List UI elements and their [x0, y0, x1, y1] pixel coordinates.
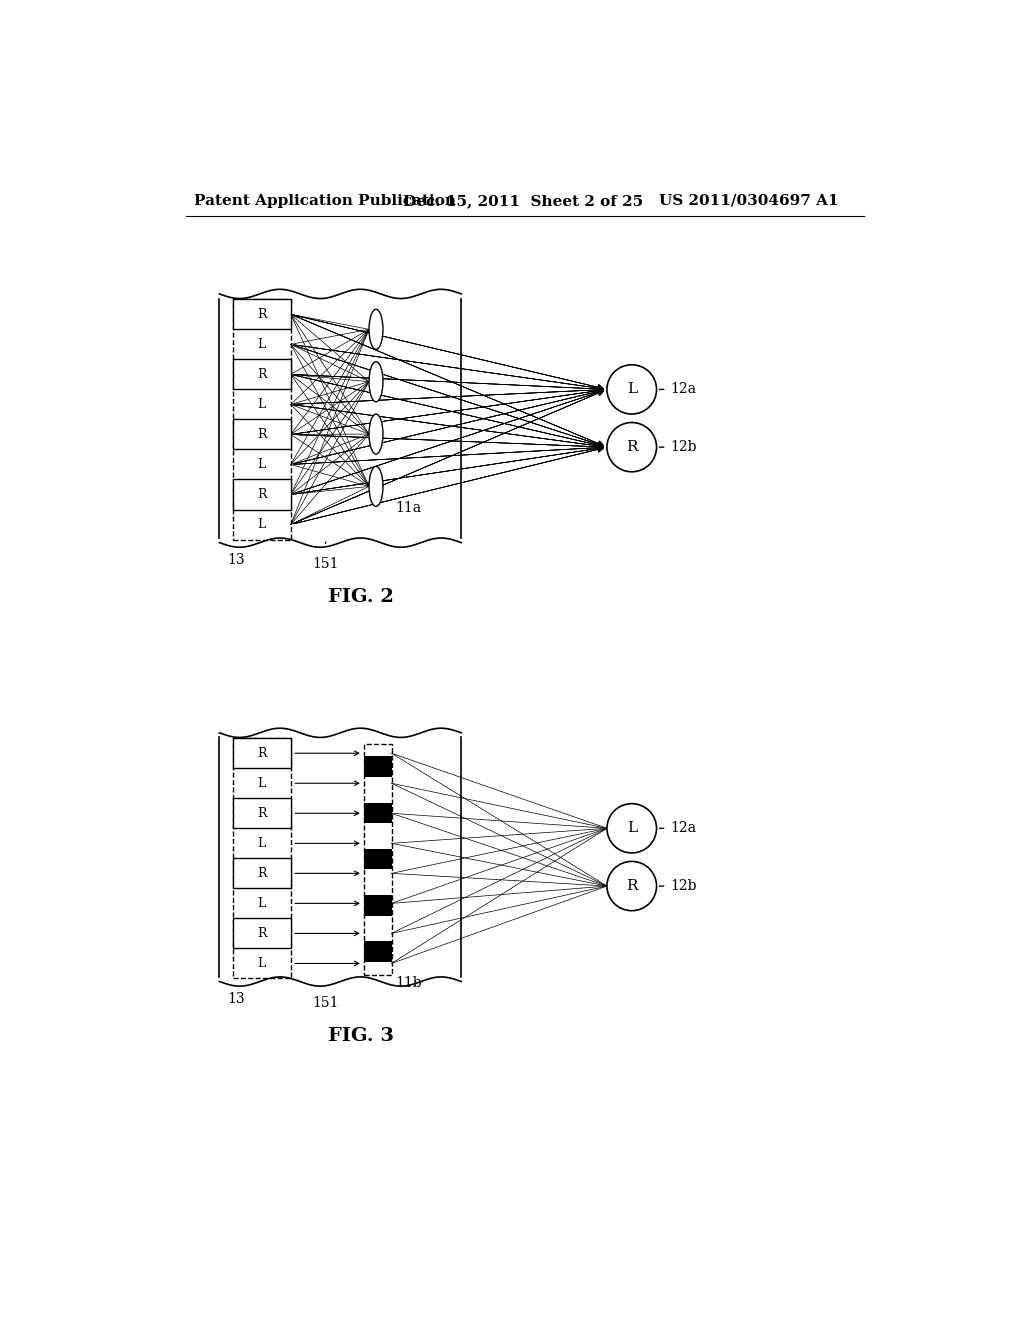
Text: 11b: 11b — [395, 977, 422, 990]
Text: R: R — [257, 747, 266, 760]
Text: R: R — [257, 927, 266, 940]
Text: L: L — [627, 821, 637, 836]
Bar — [365, 895, 391, 916]
Bar — [365, 941, 391, 962]
Text: R: R — [626, 440, 638, 454]
Text: Patent Application Publication: Patent Application Publication — [194, 194, 456, 207]
Text: L: L — [258, 957, 266, 970]
Text: R: R — [626, 879, 638, 894]
Bar — [232, 300, 291, 540]
Bar — [232, 479, 291, 510]
Text: R: R — [257, 308, 266, 321]
Bar — [232, 300, 291, 330]
Bar — [365, 849, 391, 870]
Bar — [365, 743, 391, 974]
Text: R: R — [257, 368, 266, 381]
Ellipse shape — [369, 362, 383, 401]
Text: L: L — [627, 383, 637, 396]
Bar — [232, 359, 291, 389]
Bar — [232, 738, 291, 978]
Ellipse shape — [369, 309, 383, 350]
Text: 13: 13 — [227, 553, 246, 566]
Text: FIG. 3: FIG. 3 — [328, 1027, 393, 1045]
Text: 11a: 11a — [395, 502, 422, 515]
Ellipse shape — [607, 804, 656, 853]
Text: US 2011/0304697 A1: US 2011/0304697 A1 — [658, 194, 839, 207]
Text: R: R — [257, 807, 266, 820]
Ellipse shape — [369, 414, 383, 454]
Ellipse shape — [607, 862, 656, 911]
Text: L: L — [258, 896, 266, 909]
Bar — [232, 858, 291, 888]
Text: 12b: 12b — [671, 440, 697, 454]
Text: L: L — [258, 338, 266, 351]
Text: FIG. 2: FIG. 2 — [328, 589, 393, 606]
Bar — [232, 420, 291, 449]
Text: 12a: 12a — [671, 383, 696, 396]
Text: 13: 13 — [227, 991, 246, 1006]
Text: L: L — [258, 397, 266, 411]
Text: R: R — [257, 488, 266, 502]
Ellipse shape — [369, 466, 383, 507]
Text: L: L — [258, 458, 266, 471]
Text: 151: 151 — [312, 557, 339, 572]
Text: L: L — [258, 517, 266, 531]
Ellipse shape — [607, 422, 656, 471]
Text: R: R — [257, 428, 266, 441]
Text: 12a: 12a — [671, 821, 696, 836]
Text: 12b: 12b — [671, 879, 697, 894]
Bar — [232, 919, 291, 949]
Text: L: L — [258, 776, 266, 789]
Text: Dec. 15, 2011  Sheet 2 of 25: Dec. 15, 2011 Sheet 2 of 25 — [403, 194, 643, 207]
Bar — [232, 799, 291, 829]
Text: L: L — [258, 837, 266, 850]
Text: 151: 151 — [312, 997, 339, 1010]
Bar — [365, 803, 391, 824]
Bar — [232, 738, 291, 768]
Bar — [365, 756, 391, 777]
Text: R: R — [257, 867, 266, 880]
Ellipse shape — [607, 364, 656, 414]
